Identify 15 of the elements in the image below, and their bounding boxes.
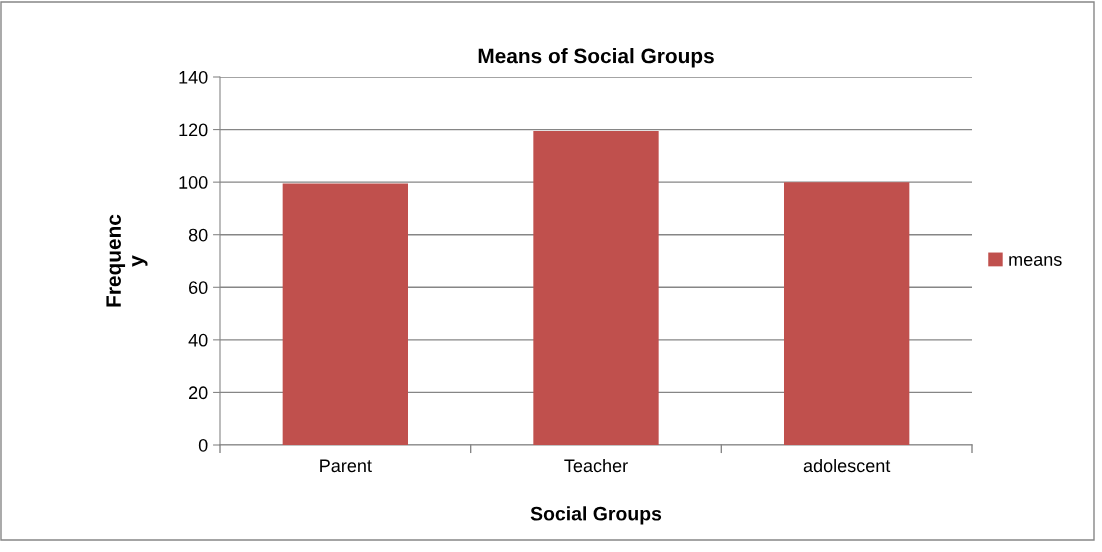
y-tick-label: 100: [179, 176, 208, 189]
y-tick-label: 60: [189, 281, 208, 295]
y-tick-label: 0: [198, 438, 208, 452]
x-tick-label: Teacher: [564, 458, 628, 473]
legend-label: means: [1009, 256, 1062, 266]
x-tick-label: Parent: [320, 459, 372, 473]
y-tick-label: 80: [188, 228, 208, 242]
y-tick-label: 20: [189, 386, 208, 400]
x-axis-title: Social Groups: [530, 506, 662, 525]
y-tick-label: 40: [188, 333, 208, 347]
y-tick-label: 120: [179, 123, 208, 137]
y-tick-label: 140: [179, 70, 208, 84]
y-axis-title: Frequenc y: [106, 214, 148, 307]
x-tick-label: adolescent: [803, 458, 891, 473]
chart-title: Means of Social Groups: [478, 48, 714, 68]
